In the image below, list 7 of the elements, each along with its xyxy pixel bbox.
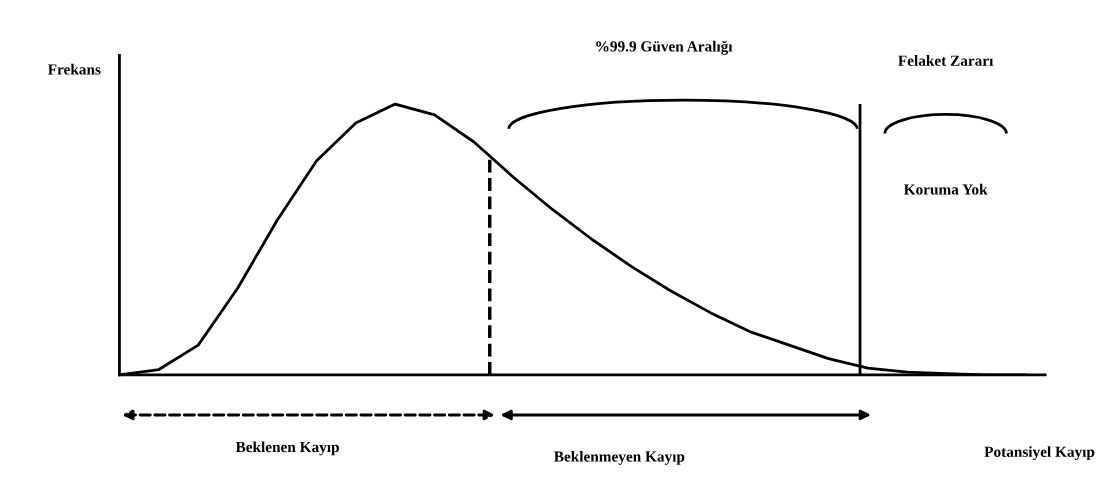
text: %99.9 Güven Aralığı <box>596 40 733 55</box>
text: Beklenen Kayıp <box>235 441 339 456</box>
text: Beklenmeyen Kayıp <box>554 450 685 465</box>
x-axis-title: Potansiyel Kayıp <box>984 446 1095 461</box>
y-axis-title: Frekans <box>47 63 101 75</box>
text: Felaket Zararı <box>898 55 994 66</box>
annotation: Koruma Yok <box>903 183 988 195</box>
